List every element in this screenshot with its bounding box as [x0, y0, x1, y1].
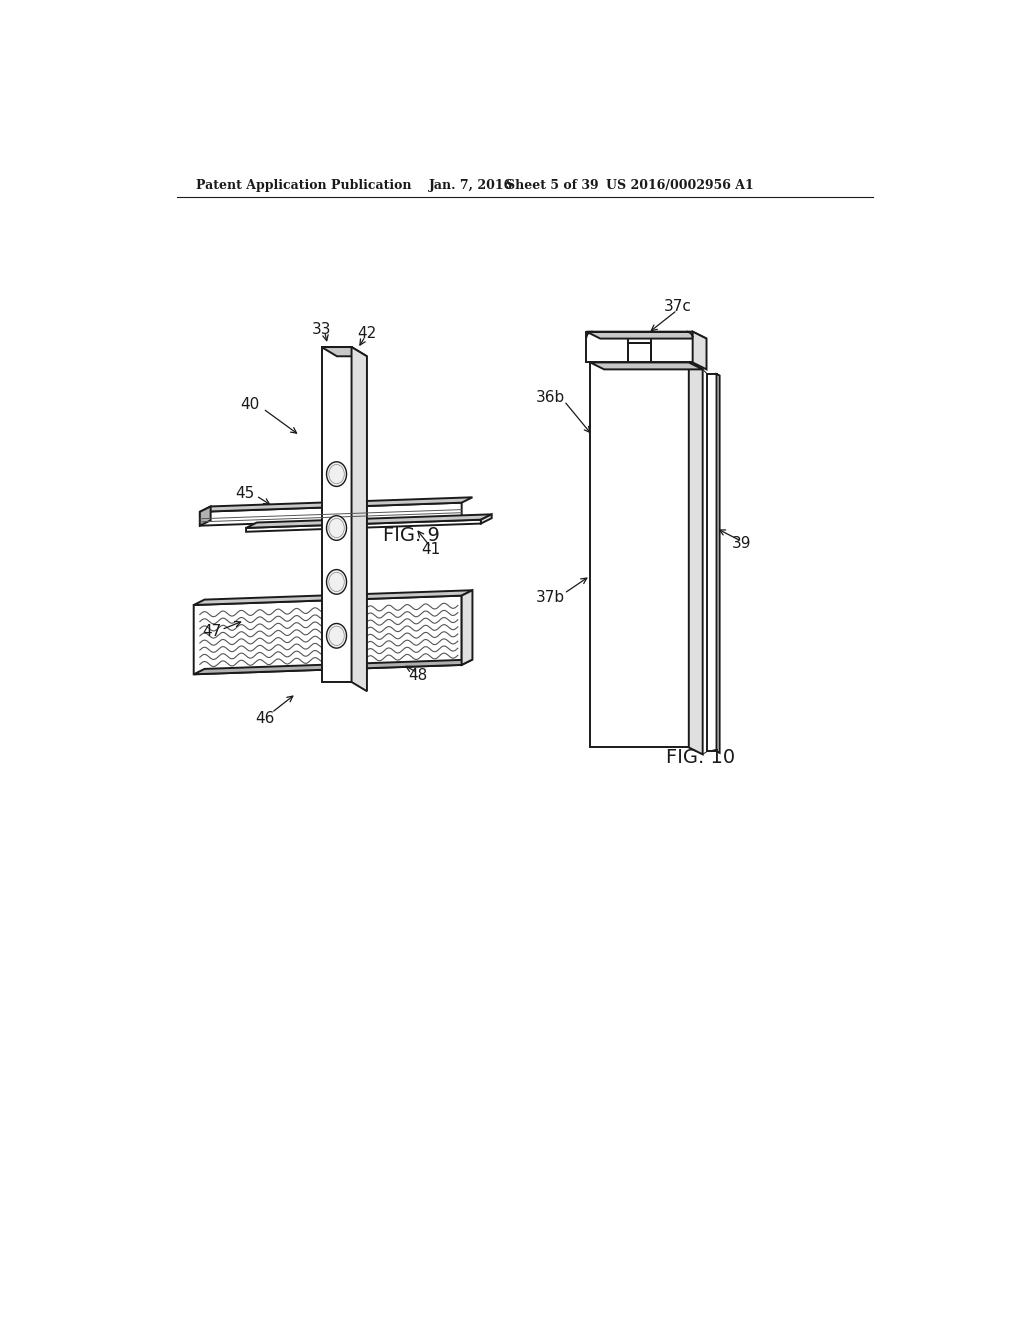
Polygon shape [194, 590, 472, 605]
Text: Sheet 5 of 39: Sheet 5 of 39 [506, 178, 599, 191]
Polygon shape [200, 503, 462, 525]
Polygon shape [628, 331, 651, 343]
Text: 46: 46 [256, 711, 275, 726]
Polygon shape [692, 331, 707, 370]
Polygon shape [200, 498, 472, 512]
Text: US 2016/0002956 A1: US 2016/0002956 A1 [606, 178, 754, 191]
Polygon shape [200, 507, 211, 525]
Text: 33: 33 [311, 322, 332, 337]
Polygon shape [322, 347, 351, 682]
Polygon shape [587, 331, 628, 363]
Polygon shape [651, 331, 692, 363]
Polygon shape [587, 331, 707, 339]
Polygon shape [590, 363, 702, 370]
Ellipse shape [327, 462, 346, 487]
Polygon shape [708, 374, 717, 751]
Text: 36b: 36b [536, 389, 565, 405]
Ellipse shape [327, 623, 346, 648]
Polygon shape [322, 347, 367, 356]
Polygon shape [717, 374, 720, 752]
Text: 37c: 37c [664, 298, 691, 314]
Text: 47: 47 [202, 624, 221, 639]
Polygon shape [246, 520, 481, 532]
Text: 41: 41 [421, 543, 440, 557]
Polygon shape [246, 515, 492, 528]
Ellipse shape [327, 570, 346, 594]
Polygon shape [351, 347, 367, 692]
Polygon shape [481, 515, 492, 524]
Polygon shape [194, 595, 462, 675]
Text: 39: 39 [731, 536, 751, 550]
Polygon shape [590, 363, 689, 747]
Ellipse shape [327, 516, 346, 540]
Text: 45: 45 [234, 486, 254, 500]
Text: 48: 48 [409, 668, 427, 684]
Polygon shape [194, 660, 472, 675]
Text: FIG. 10: FIG. 10 [666, 748, 735, 767]
Text: 37b: 37b [536, 590, 565, 605]
Polygon shape [689, 363, 702, 755]
Text: 42: 42 [357, 326, 377, 342]
Text: Jan. 7, 2016: Jan. 7, 2016 [429, 178, 514, 191]
Text: Patent Application Publication: Patent Application Publication [196, 178, 412, 191]
Text: 40: 40 [241, 397, 259, 412]
Text: FIG. 9: FIG. 9 [383, 527, 440, 545]
Polygon shape [462, 590, 472, 665]
